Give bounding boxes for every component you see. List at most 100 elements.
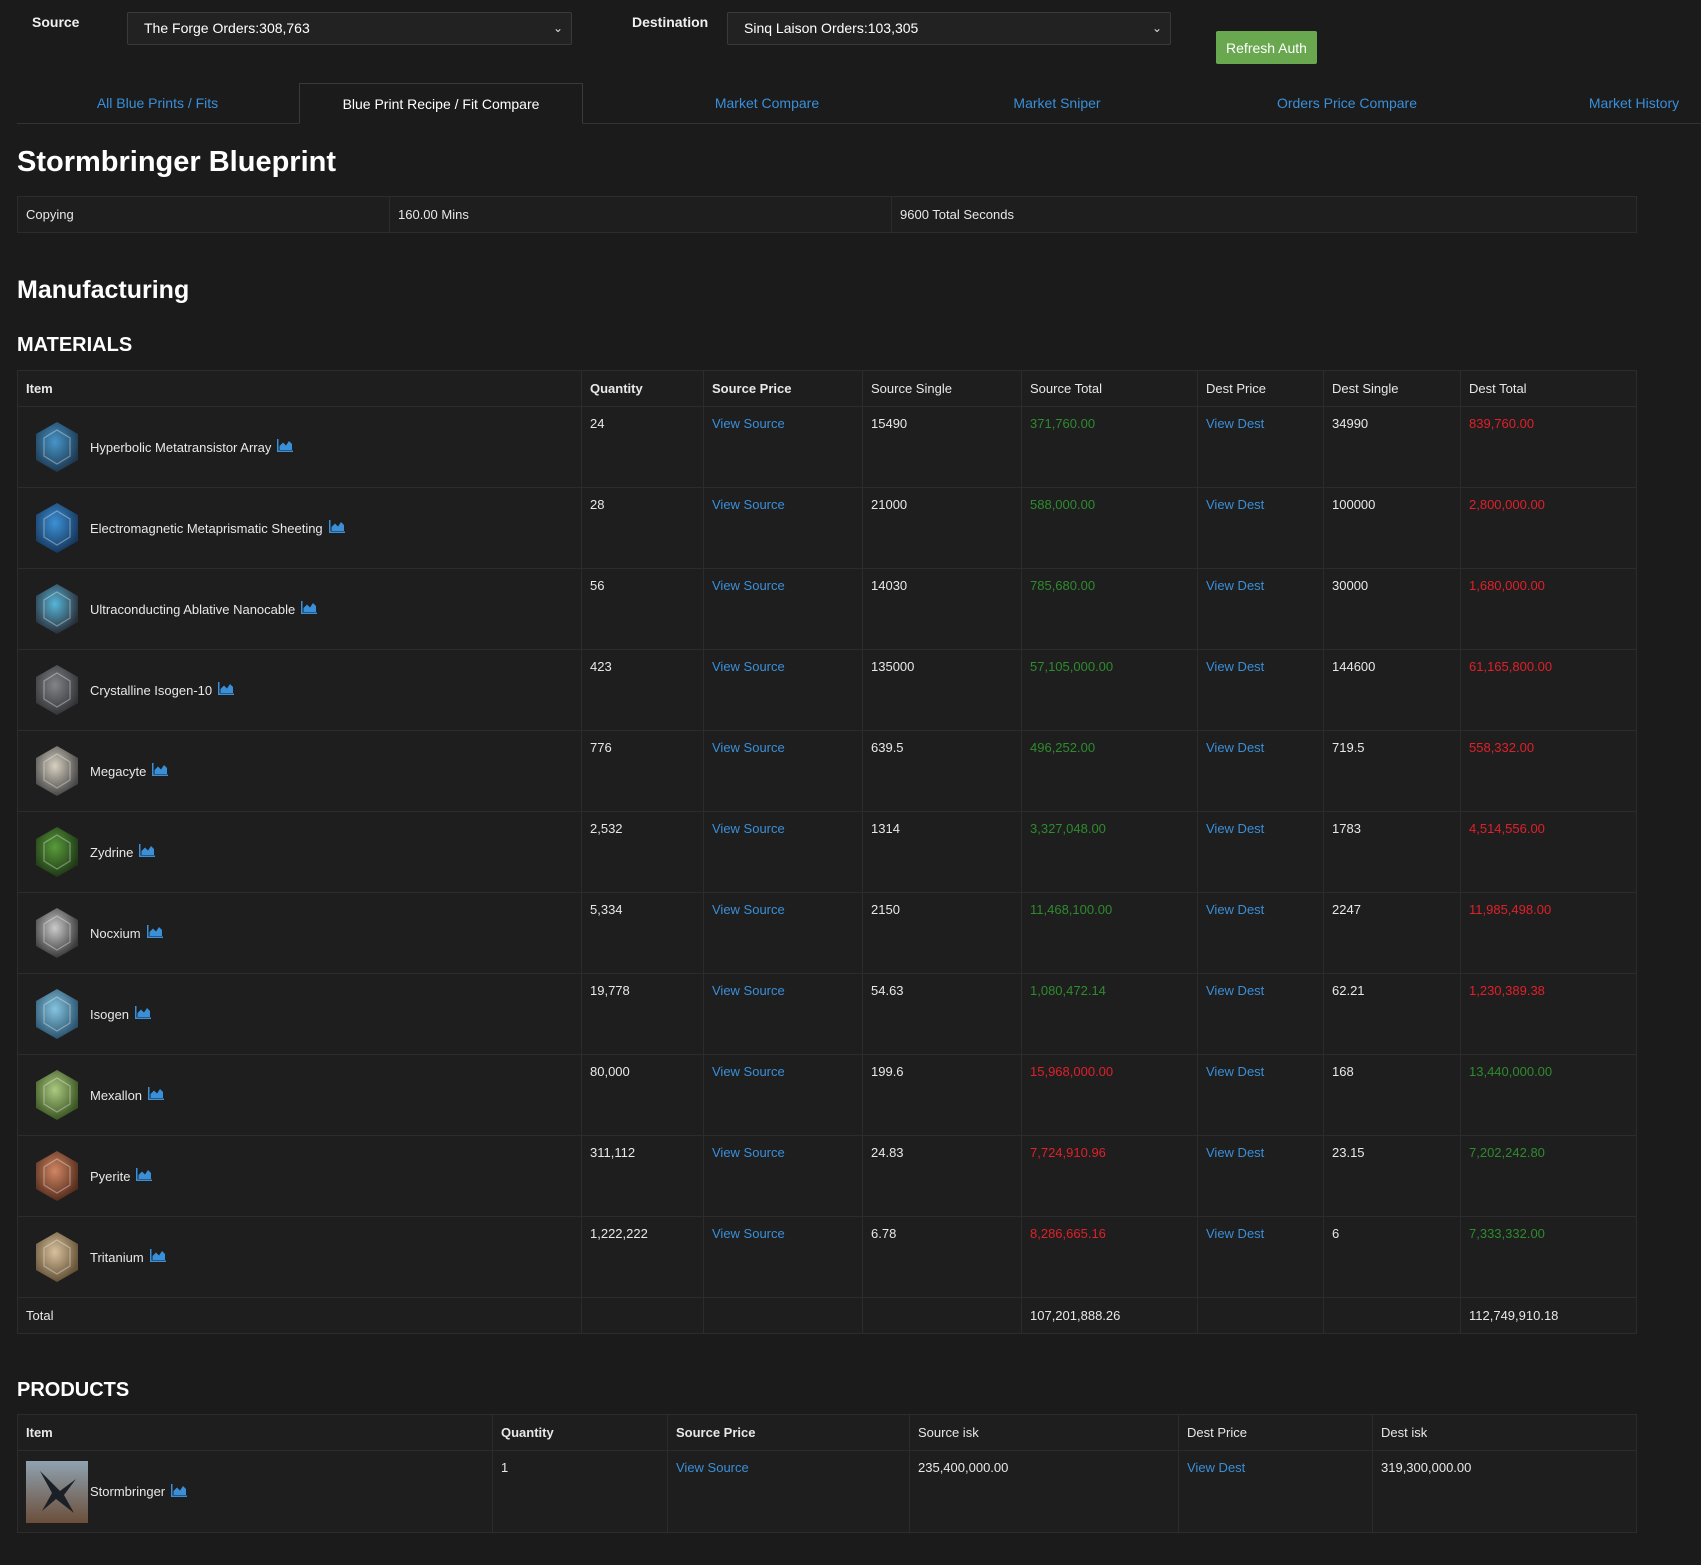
area-chart-icon[interactable] (135, 1006, 152, 1022)
area-chart-icon[interactable] (149, 1249, 166, 1265)
view-dest-link[interactable]: View Dest (1187, 1460, 1246, 1475)
area-chart-icon[interactable] (136, 1168, 153, 1184)
total-source: 107,201,888.26 (1021, 1297, 1198, 1334)
copying-row: Copying 160.00 Mins 9600 Total Seconds (17, 196, 1637, 233)
tab-orders-price-compare[interactable]: Orders Price Compare (1276, 95, 1418, 111)
view-source-link[interactable]: View Source (712, 1226, 785, 1241)
products-body: Stormbringer 1 View Source 235,400,000.00 Vi… (17, 1450, 1637, 1533)
view-dest-link[interactable]: View Dest (1206, 578, 1265, 593)
view-source-link[interactable]: View Source (712, 497, 785, 512)
area-chart-icon[interactable] (218, 682, 235, 698)
material-dest-total: 13,440,000.00 (1460, 1054, 1637, 1136)
view-dest-link[interactable]: View Dest (1206, 1145, 1265, 1160)
material-dest-single: 1783 (1323, 811, 1461, 893)
area-chart-icon[interactable] (277, 439, 294, 455)
area-chart-icon[interactable] (171, 1483, 188, 1500)
tab-market-history[interactable]: Market History (1588, 95, 1680, 111)
page-title: Stormbringer Blueprint (17, 146, 337, 178)
refresh-auth-button[interactable]: Refresh Auth (1216, 31, 1317, 64)
view-source-link[interactable]: View Source (712, 902, 785, 917)
area-chart-icon[interactable] (301, 601, 318, 617)
destination-select-value: Sinq Laison Orders:103,305 (744, 20, 919, 36)
material-source-total: 3,327,048.00 (1021, 811, 1198, 893)
crystalline-isogen-icon (26, 659, 88, 721)
col-item: Item (17, 370, 582, 407)
col-dest-total: Dest Total (1460, 370, 1637, 407)
area-chart-icon[interactable] (146, 925, 163, 941)
tab-market-compare[interactable]: Market Compare (714, 95, 820, 111)
tab-all-blueprints[interactable]: All Blue Prints / Fits (96, 95, 219, 111)
view-source-link[interactable]: View Source (712, 740, 785, 755)
material-name: Megacyte (90, 763, 147, 779)
material-dest-total: 558,332.00 (1460, 730, 1637, 812)
view-source-link[interactable]: View Source (712, 1064, 785, 1079)
material-item-cell: Megacyte (17, 730, 582, 812)
col-quantity: Quantity (492, 1414, 668, 1451)
view-source-link[interactable]: View Source (676, 1460, 749, 1475)
filter-bar: Source The Forge Orders:308,763 ⌄ Destin… (0, 0, 1701, 80)
material-row: Electromagnetic Metaprismatic Sheeting 28… (17, 487, 1637, 569)
material-dest-single: 144600 (1323, 649, 1461, 731)
copying-table: Copying 160.00 Mins 9600 Total Seconds (17, 196, 1637, 233)
material-item-cell: Isogen (17, 973, 582, 1055)
material-dest-total: 1,680,000.00 (1460, 568, 1637, 650)
view-dest-link[interactable]: View Dest (1206, 1226, 1265, 1241)
metatransistor-array-icon (26, 416, 88, 478)
stormbringer-ship-icon (26, 1460, 88, 1523)
view-source-link[interactable]: View Source (712, 1145, 785, 1160)
material-name: Isogen (90, 1006, 130, 1022)
view-dest-link[interactable]: View Dest (1206, 821, 1265, 836)
material-source-single: 6.78 (862, 1216, 1022, 1298)
material-name: Ultraconducting Ablative Nanocable (90, 601, 296, 617)
material-source-single: 21000 (862, 487, 1022, 569)
area-chart-icon[interactable] (152, 763, 169, 779)
material-item-cell: Pyerite (17, 1135, 582, 1217)
view-source-link[interactable]: View Source (712, 659, 785, 674)
view-dest-link[interactable]: View Dest (1206, 1064, 1265, 1079)
chevron-down-icon: ⌄ (552, 21, 563, 35)
material-dest-total: 11,985,498.00 (1460, 892, 1637, 974)
material-item-cell: Zydrine (17, 811, 582, 893)
area-chart-icon[interactable] (328, 520, 345, 536)
material-dest-single: 62.21 (1323, 973, 1461, 1055)
material-dest-single: 2247 (1323, 892, 1461, 974)
tab-blueprint-recipe[interactable]: Blue Print Recipe / Fit Compare (299, 83, 583, 124)
view-dest-link[interactable]: View Dest (1206, 659, 1265, 674)
material-source-single: 2150 (862, 892, 1022, 974)
products-table: Item Quantity Source Price Source isk De… (17, 1414, 1637, 1533)
view-source-link[interactable]: View Source (712, 578, 785, 593)
material-dest-single: 30000 (1323, 568, 1461, 650)
view-dest-link[interactable]: View Dest (1206, 416, 1265, 431)
total-label: Total (17, 1297, 582, 1334)
nocxium-icon (26, 902, 88, 964)
destination-label: Destination (632, 14, 709, 30)
copying-mins: 160.00 Mins (389, 196, 892, 233)
view-dest-link[interactable]: View Dest (1206, 740, 1265, 755)
area-chart-icon[interactable] (148, 1087, 165, 1103)
col-source-price: Source Price (667, 1414, 910, 1451)
metaprismatic-sheeting-icon (26, 497, 88, 559)
material-source-total: 371,760.00 (1021, 406, 1198, 488)
products-heading: PRODUCTS (17, 1379, 130, 1401)
view-dest-link[interactable]: View Dest (1206, 902, 1265, 917)
view-source-link[interactable]: View Source (712, 821, 785, 836)
material-dest-total: 7,202,242.80 (1460, 1135, 1637, 1217)
tab-market-sniper[interactable]: Market Sniper (1013, 95, 1101, 111)
view-dest-link[interactable]: View Dest (1206, 497, 1265, 512)
material-row: Isogen 19,778 View Source 54.63 1,080,472.14… (17, 973, 1637, 1055)
source-select[interactable]: The Forge Orders:308,763 ⌄ (127, 12, 572, 45)
area-chart-icon[interactable] (139, 844, 156, 860)
product-dest-isk: 319,300,000.00 (1372, 1450, 1637, 1533)
material-source-total: 785,680.00 (1021, 568, 1198, 650)
col-dest-isk: Dest isk (1372, 1414, 1637, 1451)
col-source-total: Source Total (1021, 370, 1198, 407)
material-dest-single: 23.15 (1323, 1135, 1461, 1217)
destination-select[interactable]: Sinq Laison Orders:103,305 ⌄ (727, 12, 1171, 45)
product-row: Stormbringer 1 View Source 235,400,000.00 Vi… (17, 1450, 1637, 1533)
view-source-link[interactable]: View Source (712, 416, 785, 431)
view-source-link[interactable]: View Source (712, 983, 785, 998)
material-dest-total: 2,800,000.00 (1460, 487, 1637, 569)
material-quantity: 19,778 (581, 973, 704, 1055)
view-dest-link[interactable]: View Dest (1206, 983, 1265, 998)
material-source-single: 54.63 (862, 973, 1022, 1055)
